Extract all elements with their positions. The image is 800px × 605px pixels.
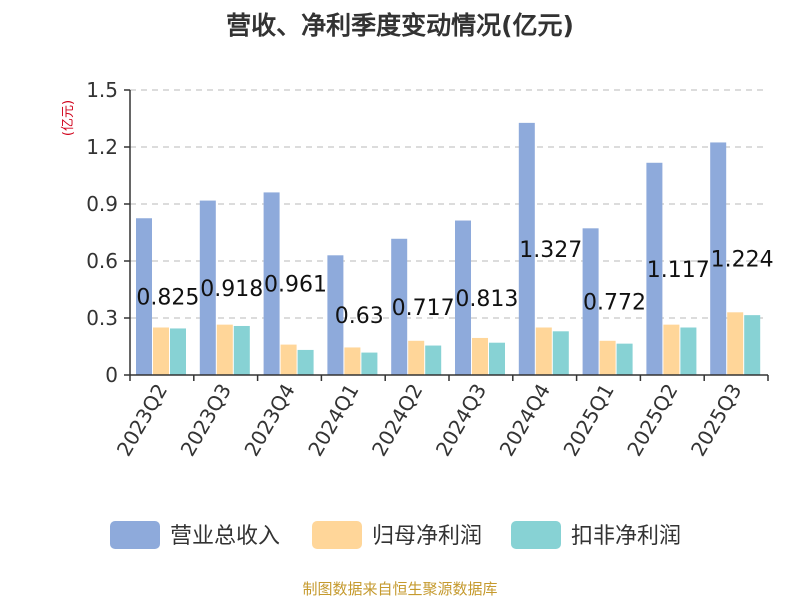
x-tick-label: 2025Q3	[686, 380, 746, 461]
x-tick-label: 2023Q2	[112, 380, 172, 461]
y-tick-label: 1.2	[86, 135, 118, 159]
bar	[170, 328, 186, 375]
data-label: 0.813	[455, 287, 518, 312]
y-tick-label: 0.9	[86, 192, 118, 216]
legend-label: 归母净利润	[372, 524, 482, 549]
bar	[153, 327, 169, 375]
bar	[297, 349, 314, 375]
bar	[263, 192, 280, 375]
bar	[616, 343, 633, 375]
x-tick-label: 2024Q4	[495, 380, 555, 461]
data-label: 1.117	[647, 258, 710, 283]
y-axis-label: (亿元)	[61, 100, 76, 136]
data-label: 0.825	[136, 286, 199, 311]
y-tick-label: 0.6	[86, 249, 118, 273]
x-tick-labels: 2023Q2 2023Q3 2023Q4 2024Q1 2024Q2 2024Q3 2024…	[112, 380, 747, 461]
bar	[361, 352, 378, 375]
bar	[535, 327, 552, 375]
bar	[727, 312, 744, 375]
bar	[455, 220, 471, 375]
x-tick-label: 2025Q1	[558, 380, 618, 461]
bar	[136, 218, 152, 375]
bar	[425, 345, 442, 375]
bar	[408, 340, 425, 375]
axes	[129, 90, 769, 381]
x-tick-label: 2024Q3	[431, 380, 491, 461]
bar	[216, 324, 233, 375]
bar	[472, 337, 488, 375]
bar	[327, 255, 344, 375]
x-tick-label: 2025Q2	[622, 380, 682, 461]
data-label: 0.772	[583, 291, 646, 316]
legend-swatch	[312, 521, 362, 549]
y-tick-label: 1.5	[86, 78, 118, 102]
data-label: 0.717	[392, 296, 455, 321]
bar	[599, 340, 616, 375]
y-tick-label: 0.3	[86, 306, 118, 330]
legend: 营业总收入 归母净利润 扣非净利润	[110, 521, 681, 549]
x-tick-label: 2023Q3	[176, 380, 236, 461]
bar	[680, 327, 697, 375]
bar	[344, 347, 361, 375]
y-tick-label: 0	[105, 363, 118, 387]
bar	[663, 324, 680, 375]
bar	[552, 331, 569, 375]
bar	[391, 238, 408, 375]
bar	[233, 325, 250, 375]
bar	[199, 200, 216, 375]
x-tick-label: 2023Q4	[239, 380, 299, 461]
legend-swatch	[110, 521, 160, 549]
bar	[710, 142, 727, 375]
y-tick-labels: 0 0.3 0.6 0.9 1.2 1.5	[86, 78, 118, 387]
data-label: 0.918	[200, 277, 263, 302]
legend-label: 营业总收入	[170, 524, 280, 549]
chart-title: 营收、净利季度变动情况(亿元)	[226, 11, 574, 40]
bar	[582, 228, 599, 375]
bar-series	[136, 122, 761, 376]
bar	[744, 315, 761, 375]
bar	[518, 122, 535, 376]
data-label: 1.224	[711, 248, 774, 273]
source-note: 制图数据来自恒生聚源数据库	[302, 580, 497, 598]
bar	[646, 162, 663, 375]
data-label: 0.63	[335, 304, 384, 329]
x-tick-label: 2024Q1	[303, 380, 363, 461]
x-tick-label: 2024Q2	[367, 380, 427, 461]
bar	[280, 344, 297, 375]
data-label: 1.327	[519, 238, 582, 263]
bar	[489, 342, 505, 375]
legend-label: 扣非净利润	[571, 524, 681, 549]
data-label: 0.961	[264, 273, 327, 298]
legend-swatch	[511, 521, 561, 549]
